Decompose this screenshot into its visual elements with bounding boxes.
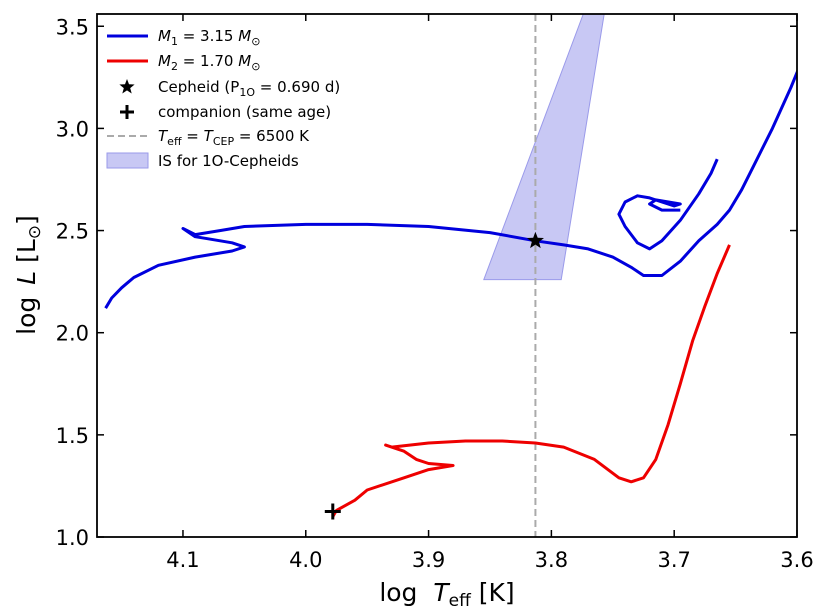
x-tick-label: 4.1 <box>166 548 199 572</box>
x-tick-label: 3.6 <box>780 548 813 572</box>
x-tick-label: 3.7 <box>657 548 690 572</box>
m1-blue-loop-line <box>617 158 719 251</box>
y-tick-label: 1.0 <box>56 526 89 550</box>
x-axis-label: log Teff [K] <box>379 578 514 611</box>
y-tick-label: 1.5 <box>56 424 89 448</box>
x-axis-ticks: 4.1 4.0 3.9 3.8 3.7 3.6 <box>166 14 814 572</box>
companion-plus-marker <box>324 503 341 520</box>
y-axis-ticks: 1.0 1.5 2.0 2.5 3.0 3.5 <box>56 15 797 550</box>
y-tick-label: 2.0 <box>56 322 89 346</box>
x-tick-label: 3.9 <box>412 548 445 572</box>
legend-m2-label: M2 = 1.70 M⊙ <box>158 52 260 73</box>
y-axis-label: log L [L⊙] <box>12 215 45 335</box>
legend-teff-label: Teff = TCEP = 6500 K <box>158 127 310 148</box>
y-tick-label: 2.5 <box>56 220 89 244</box>
legend-cepheid-label: Cepheid (P1O = 0.690 d) <box>158 78 340 99</box>
plot-background <box>97 14 797 537</box>
y-tick-label: 3.0 <box>56 117 89 141</box>
x-tick-label: 4.0 <box>289 548 322 572</box>
x-tick-label: 3.8 <box>535 548 568 572</box>
legend-cepheid-star-icon <box>119 79 135 94</box>
y-tick-label: 3.5 <box>56 15 89 39</box>
legend: M1 = 3.15 M⊙ M2 = 1.70 M⊙ Cepheid (P1O =… <box>106 27 340 170</box>
plot-frame <box>96 13 798 538</box>
legend-companion-label: companion (same age) <box>158 103 331 121</box>
cepheid-star-marker <box>526 231 544 249</box>
legend-m1-label: M1 = 3.15 M⊙ <box>158 27 260 48</box>
m2-track-line <box>331 244 731 518</box>
legend-companion-plus-icon <box>120 105 134 119</box>
legend-is-swatch <box>106 152 149 169</box>
m1-track-line <box>104 68 797 309</box>
legend-is-label: IS for 1O-Cepheids <box>158 152 299 170</box>
